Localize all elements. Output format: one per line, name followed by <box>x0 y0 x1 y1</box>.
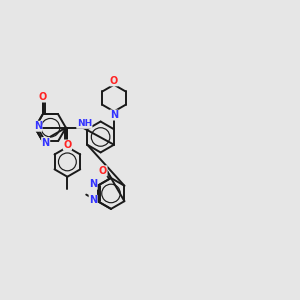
Text: N: N <box>89 179 97 189</box>
Text: N: N <box>89 195 97 205</box>
Text: O: O <box>110 76 118 86</box>
Text: N: N <box>42 138 50 148</box>
Text: N: N <box>34 121 42 131</box>
Text: O: O <box>99 166 107 176</box>
Text: O: O <box>63 140 72 150</box>
Text: O: O <box>39 92 47 102</box>
Text: NH: NH <box>77 119 92 128</box>
Text: N: N <box>110 110 118 120</box>
